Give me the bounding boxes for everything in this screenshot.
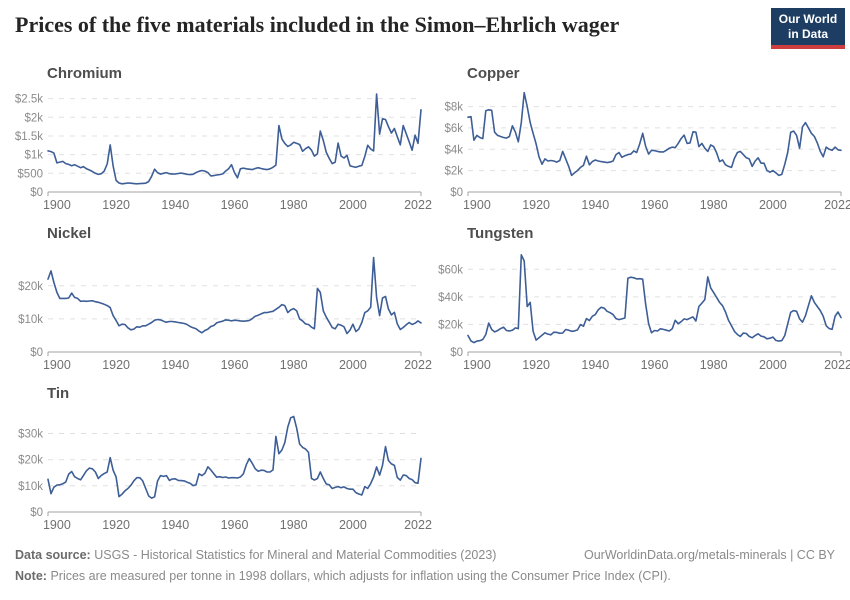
x-tick-label: 2000	[339, 518, 367, 532]
x-tick-label: 1900	[463, 358, 491, 372]
y-tick-label: $0	[450, 187, 463, 199]
owid-logo[interactable]: Our World in Data	[771, 8, 845, 49]
x-tick-label: 1940	[581, 198, 609, 212]
x-tick-label: 1980	[280, 198, 308, 212]
y-tick-label: $20k	[438, 319, 463, 331]
chart-title: Tungsten	[467, 225, 534, 242]
y-tick-label: $500	[17, 168, 43, 180]
x-tick-label: 2000	[339, 358, 367, 372]
y-tick-label: $4k	[444, 144, 463, 156]
owid-logo-line2: in Data	[787, 26, 828, 41]
price-line	[47, 256, 422, 335]
x-tick-label: 1940	[161, 198, 189, 212]
x-tick-label: 1920	[522, 358, 550, 372]
footer: Data source: USGS - Historical Statistic…	[15, 545, 835, 586]
copper-line-chart: $0 $2k $4k $6k $8k 1900 1920 1940 1960 1980 2000 20…	[444, 91, 850, 212]
x-tick-label: 1980	[280, 358, 308, 372]
x-tick-label: 1920	[102, 358, 130, 372]
x-tick-label: 2022	[824, 358, 850, 372]
chromium-line-chart: $0 $500 $1k $1.5k $2k $2.5k 1900 1920 1940 1960 19…	[15, 93, 432, 212]
x-tick-label: 1920	[522, 198, 550, 212]
chart-copper: Copper $0 $2k $4k $6k $8k 1900 1920 1940 1960 198…	[435, 60, 850, 225]
owid-logo-line1: Our World	[778, 12, 838, 27]
x-tick-label: 1900	[463, 198, 491, 212]
x-tick-label: 1940	[581, 358, 609, 372]
x-tick-label: 1960	[221, 358, 249, 372]
x-tick-label: 2022	[824, 198, 850, 212]
x-tick-label: 1900	[43, 198, 71, 212]
chart-nickel: Nickel $0 $10k $20k 1900 1920 1940 1960 1980 200…	[15, 220, 432, 385]
y-tick-label: $0	[30, 507, 43, 519]
y-tick-label: $20k	[18, 455, 43, 467]
owid-credit-link[interactable]: OurWorldinData.org/metals-minerals | CC …	[583, 548, 835, 562]
price-line	[467, 254, 842, 344]
chart-tin: Tin $0 $10k $20k $30k 1900 1920 1940 1960 1980 20…	[15, 380, 432, 545]
y-tick-label: $2.5k	[15, 94, 43, 106]
price-line	[467, 91, 842, 177]
x-tick-label: 1980	[700, 198, 728, 212]
y-tick-label: $8k	[444, 102, 463, 114]
chart-title: Nickel	[47, 225, 92, 242]
x-tick-label: 1920	[102, 518, 130, 532]
x-tick-label: 1980	[280, 518, 308, 532]
x-tick-label: 1940	[161, 358, 189, 372]
y-tick-label: $60k	[438, 264, 463, 276]
y-tick-label: $2k	[444, 166, 463, 178]
x-tick-label: 1920	[102, 198, 130, 212]
y-tick-label: $30k	[18, 429, 43, 441]
x-tick-label: 1960	[221, 518, 249, 532]
x-tick-label: 2022	[404, 518, 432, 532]
x-tick-label: 2022	[404, 358, 432, 372]
y-tick-label: $2k	[24, 112, 43, 124]
x-tick-label: 2000	[759, 198, 787, 212]
chart-title: Copper	[467, 65, 520, 82]
price-line	[47, 93, 422, 185]
x-tick-label: 2022	[404, 198, 432, 212]
x-tick-label: 2000	[339, 198, 367, 212]
nickel-line-chart: $0 $10k $20k 1900 1920 1940 1960 1980 2000 2022	[18, 256, 432, 372]
chart-title: Tin	[47, 385, 70, 402]
y-tick-label: $1k	[24, 150, 43, 162]
y-tick-label: $40k	[438, 292, 463, 304]
x-tick-label: 1960	[221, 198, 249, 212]
x-tick-label: 1900	[43, 358, 71, 372]
tungsten-line-chart: $0 $20k $40k $60k 1900 1920 1940 1960 1980 2000 20…	[438, 254, 850, 372]
y-tick-label: $10k	[18, 314, 43, 326]
x-tick-label: 1960	[641, 198, 669, 212]
y-tick-label: $10k	[18, 481, 43, 493]
price-line	[47, 415, 422, 499]
chart-chromium: Chromium $0 $500 $1k $1.5k $2k $2.5k 1900 1920 1…	[15, 60, 432, 225]
chart-tungsten: Tungsten $0 $20k $40k $60k 1900 1920 1940 1960 1…	[435, 220, 850, 385]
y-tick-label: $6k	[444, 123, 463, 135]
x-tick-label: 1940	[161, 518, 189, 532]
y-tick-label: $0	[450, 347, 463, 359]
note-text: Note: Prices are measured per tonne in 1…	[15, 568, 671, 583]
x-tick-label: 1980	[700, 358, 728, 372]
x-tick-label: 1960	[641, 358, 669, 372]
x-tick-label: 2000	[759, 358, 787, 372]
y-tick-label: $20k	[18, 281, 43, 293]
y-tick-label: $0	[30, 187, 43, 199]
data-source-text: Data source: USGS - Historical Statistic…	[15, 548, 497, 562]
tin-line-chart: $0 $10k $20k $30k 1900 1920 1940 1960 1980 2000 20…	[18, 415, 432, 532]
x-tick-label: 1900	[43, 518, 71, 532]
y-tick-label: $0	[30, 347, 43, 359]
page-title: Prices of the five materials included in…	[15, 12, 620, 37]
chart-title: Chromium	[47, 65, 122, 82]
y-tick-label: $1.5k	[15, 131, 43, 143]
